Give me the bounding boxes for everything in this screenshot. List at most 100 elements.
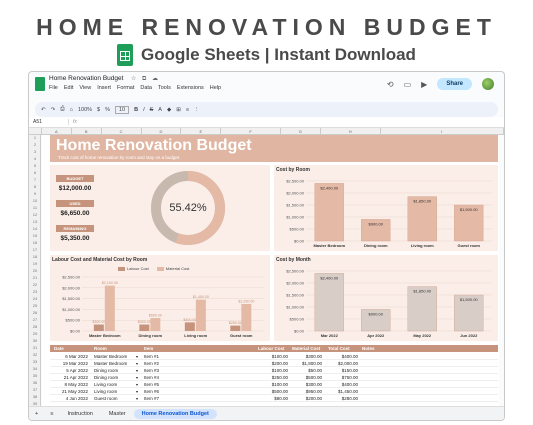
document-title[interactable]: Home Renovation Budget bbox=[49, 75, 124, 82]
paint-format-icon[interactable]: ⌂ bbox=[69, 106, 73, 113]
name-box[interactable]: A51 bbox=[29, 119, 69, 125]
row-header[interactable]: 34 bbox=[32, 366, 38, 371]
room-dropdown-icon[interactable]: ▾ bbox=[136, 389, 139, 394]
align-icon[interactable]: ≡ bbox=[185, 106, 190, 113]
table-cell[interactable]: $200.00 bbox=[271, 361, 288, 366]
table-cell[interactable]: Item #5 bbox=[144, 382, 160, 387]
table-cell[interactable]: Item #7 bbox=[144, 396, 160, 401]
column-header[interactable]: H bbox=[321, 128, 381, 134]
table-cell[interactable]: Dining room bbox=[94, 375, 119, 380]
row-header[interactable]: 19 bbox=[32, 261, 38, 266]
table-cell[interactable]: Item #4 bbox=[144, 375, 160, 380]
menu-extensions[interactable]: Extensions bbox=[176, 85, 204, 91]
row-header[interactable]: 38 bbox=[32, 394, 38, 399]
row-header[interactable]: 6 bbox=[33, 170, 37, 175]
italic-icon[interactable]: I bbox=[143, 106, 145, 113]
zoom-select[interactable]: 100% bbox=[77, 106, 93, 113]
strikethrough-icon[interactable]: S bbox=[149, 106, 154, 113]
comment-icon[interactable]: ▭ bbox=[403, 79, 412, 89]
redo-icon[interactable]: ↷ bbox=[50, 106, 56, 113]
font-size-input[interactable]: 10 bbox=[114, 105, 130, 114]
room-dropdown-icon[interactable]: ▾ bbox=[136, 354, 139, 359]
table-cell[interactable]: 6 Mar 2022 bbox=[65, 354, 88, 359]
row-header[interactable]: 4 bbox=[33, 156, 37, 161]
table-cell[interactable]: Item #1 bbox=[144, 354, 160, 359]
menu-data[interactable]: Data bbox=[140, 85, 152, 91]
table-row[interactable]: 19 Mar 2022 Master Bedroom Item #2 $200.00 $… bbox=[50, 360, 498, 367]
meet-icon[interactable]: ▶ bbox=[421, 79, 428, 89]
row-header[interactable]: 26 bbox=[32, 310, 38, 315]
table-cell[interactable]: Item #2 bbox=[144, 361, 160, 366]
bold-icon[interactable]: B bbox=[134, 106, 139, 113]
table-row[interactable]: 8 May 2022 Living room Item #5 $100.00 $300.… bbox=[50, 381, 498, 388]
table-cell[interactable]: 19 Mar 2022 bbox=[62, 361, 88, 366]
table-cell[interactable]: $250.00 bbox=[271, 375, 288, 380]
text-color-icon[interactable]: A bbox=[158, 106, 162, 113]
row-header[interactable]: 39 bbox=[32, 401, 38, 406]
table-cell[interactable]: $500.00 bbox=[305, 375, 322, 380]
table-cell[interactable]: $300.00 bbox=[305, 382, 322, 387]
row-header[interactable]: 7 bbox=[33, 177, 37, 182]
row-header[interactable]: 32 bbox=[32, 352, 38, 357]
row-header[interactable]: 9 bbox=[33, 191, 37, 196]
table-cell[interactable]: $1,450.00 bbox=[337, 389, 358, 394]
row-header[interactable]: 20 bbox=[32, 268, 38, 273]
row-header[interactable]: 10 bbox=[32, 198, 38, 203]
column-header[interactable]: I bbox=[381, 128, 504, 134]
table-cell[interactable]: $400.00 bbox=[341, 382, 358, 387]
table-cell[interactable]: 21 Apr 2022 bbox=[63, 375, 88, 380]
room-dropdown-icon[interactable]: ▾ bbox=[136, 396, 139, 401]
more-icon[interactable]: ⋮ bbox=[194, 106, 200, 113]
menu-help[interactable]: Help bbox=[209, 85, 222, 91]
table-cell[interactable]: Guest room bbox=[94, 396, 118, 401]
row-header[interactable]: 18 bbox=[32, 254, 38, 259]
row-header[interactable]: 36 bbox=[32, 380, 38, 385]
fill-color-icon[interactable]: ◆ bbox=[166, 106, 172, 113]
table-cell[interactable]: Dining room bbox=[94, 368, 119, 373]
menu-view[interactable]: View bbox=[79, 85, 92, 91]
table-row[interactable]: 5 Apr 2022 Dining room Item #3 $100.00 $50.0… bbox=[50, 367, 498, 374]
table-cell[interactable]: Living room bbox=[94, 389, 118, 394]
table-cell[interactable]: 4 Jun 2022 bbox=[65, 396, 88, 401]
avatar[interactable] bbox=[482, 78, 494, 90]
menu-tools[interactable]: Tools bbox=[158, 85, 171, 91]
menu-format[interactable]: Format bbox=[116, 85, 135, 91]
corner-cell[interactable] bbox=[29, 128, 42, 134]
table-cell[interactable]: Master Bedroom bbox=[94, 361, 128, 366]
table-cell[interactable]: $400.00 bbox=[341, 354, 358, 359]
table-cell[interactable]: $100.00 bbox=[271, 368, 288, 373]
column-header[interactable]: F bbox=[221, 128, 281, 134]
row-header[interactable]: 31 bbox=[32, 345, 38, 350]
column-header[interactable]: G bbox=[281, 128, 321, 134]
row-header[interactable]: 1 bbox=[33, 135, 37, 140]
tab-instruction[interactable]: Instruction bbox=[67, 410, 93, 417]
row-header[interactable]: 23 bbox=[32, 289, 38, 294]
table-cell[interactable]: $200.00 bbox=[305, 396, 322, 401]
currency-icon[interactable]: $ bbox=[97, 106, 101, 113]
table-cell[interactable]: Living room bbox=[94, 382, 118, 387]
table-row[interactable]: 4 Jun 2022 Guest room Item #7 $80.00 $200.00… bbox=[50, 395, 498, 402]
sheet-canvas[interactable]: Home Renovation Budget Track cost of hom… bbox=[42, 135, 499, 408]
row-header[interactable]: 24 bbox=[32, 296, 38, 301]
table-cell[interactable]: $750.00 bbox=[341, 375, 358, 380]
row-header[interactable]: 16 bbox=[32, 240, 38, 245]
print-icon[interactable]: ⎙ bbox=[60, 106, 65, 112]
table-cell[interactable]: $280.00 bbox=[341, 396, 358, 401]
table-cell[interactable]: 21 May 2022 bbox=[61, 389, 88, 394]
table-cell[interactable]: Item #3 bbox=[144, 368, 160, 373]
room-dropdown-icon[interactable]: ▾ bbox=[136, 361, 139, 366]
table-cell[interactable]: $100.00 bbox=[271, 382, 288, 387]
table-row[interactable]: 6 Mar 2022 Master Bedroom Item #1 $100.00 $3… bbox=[50, 353, 498, 360]
star-icon[interactable]: ☆ ⧉ ☁ bbox=[131, 76, 160, 82]
row-header[interactable]: 13 bbox=[32, 219, 38, 224]
add-sheet-icon[interactable]: + bbox=[35, 410, 39, 417]
percent-icon[interactable]: % bbox=[105, 106, 110, 113]
row-header[interactable]: 8 bbox=[33, 184, 37, 189]
room-dropdown-icon[interactable]: ▾ bbox=[136, 368, 139, 373]
table-cell[interactable]: Item #6 bbox=[144, 389, 160, 394]
menu-edit[interactable]: Edit bbox=[63, 85, 74, 91]
table-cell[interactable]: $2,000.00 bbox=[337, 361, 358, 366]
table-cell[interactable]: Master Bedroom bbox=[94, 354, 128, 359]
table-cell[interactable]: 8 May 2022 bbox=[64, 382, 88, 387]
column-header[interactable]: A bbox=[42, 128, 72, 134]
